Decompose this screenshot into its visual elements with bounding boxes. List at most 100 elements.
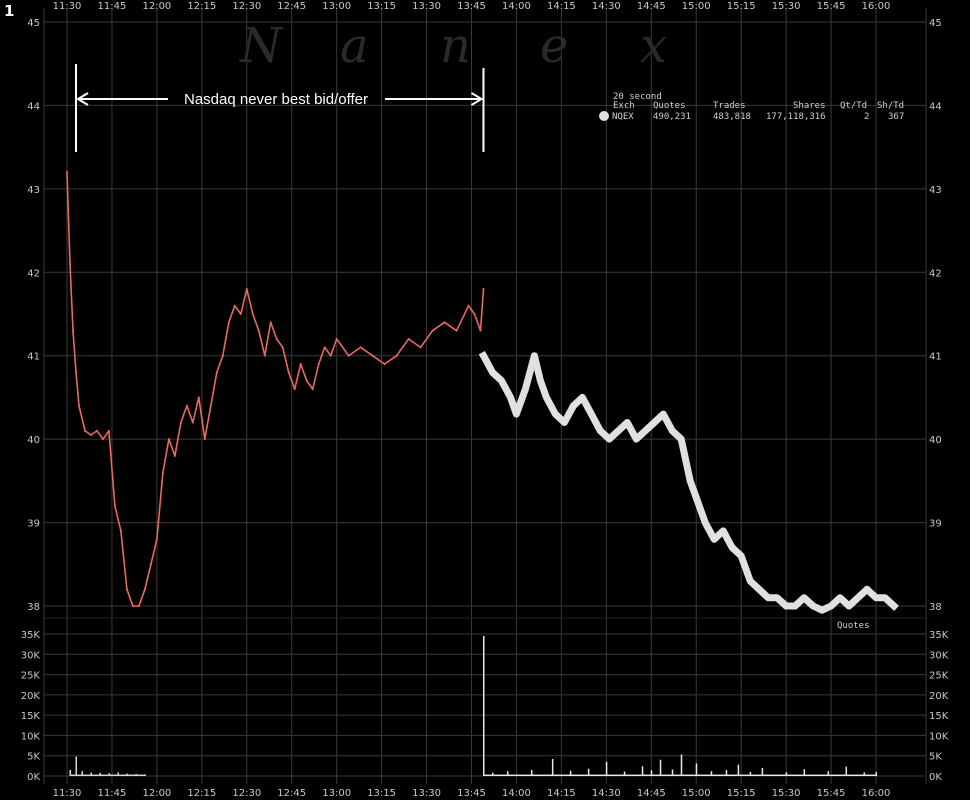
series-point-quotes-23 — [678, 436, 684, 442]
volume-bar-nasdaq_volume-9 — [144, 774, 146, 776]
x-tick-top-8: 13:30 — [412, 1, 441, 12]
volume-bar-nasdaq_volume-7 — [126, 773, 128, 776]
y-tick-left-6: 39 — [27, 519, 40, 530]
series-point-nasdaq-14 — [137, 605, 140, 607]
series-point-nasdaq-59 — [473, 313, 476, 315]
series-point-quotes-31 — [747, 578, 753, 584]
x-tick-bottom-16: 15:30 — [772, 788, 801, 799]
series-line-quotes — [478, 350, 899, 614]
x-tick-top-12: 14:30 — [592, 1, 621, 12]
volume-bar-quotes_volume-21 — [803, 769, 806, 776]
x-tick-bottom-14: 15:00 — [682, 788, 711, 799]
series-point-nasdaq-26 — [209, 404, 212, 407]
series-point-quotes-10 — [561, 419, 567, 425]
annotation: Nasdaq never best bid/offer — [74, 64, 485, 152]
y-tick-left-0: 45 — [27, 18, 40, 29]
y-tick-right-4: 41 — [929, 352, 942, 363]
x-tick-top-18: 16:00 — [862, 1, 891, 12]
info-col-exch: Exch — [613, 101, 635, 111]
series-point-nasdaq-32 — [245, 287, 248, 290]
volume-bar-quotes_volume-9 — [641, 766, 644, 776]
series-layer — [66, 171, 899, 614]
series-point-quotes-15 — [606, 436, 612, 442]
vol-tick-left-0: 35K — [21, 630, 41, 641]
series-point-nasdaq-15 — [143, 588, 146, 591]
series-point-quotes-27 — [711, 536, 717, 542]
x-tick-top-11: 14:15 — [547, 1, 576, 12]
volume-layer — [69, 636, 877, 776]
series-point-nasdaq-34 — [257, 329, 260, 332]
series-point-quotes-2 — [498, 378, 504, 384]
x-tick-top-9: 13:45 — [457, 1, 486, 12]
x-tick-bottom-3: 12:15 — [187, 788, 216, 799]
series-point-nasdaq-16 — [149, 563, 152, 566]
series-point-nasdaq-38 — [281, 346, 284, 349]
x-tick-top-2: 12:00 — [142, 1, 171, 12]
series-point-nasdaq-1 — [68, 262, 71, 265]
vol-tick-right-4: 15K — [929, 711, 949, 722]
series-point-nasdaq-60 — [479, 329, 482, 332]
series-point-nasdaq-36 — [269, 321, 272, 324]
x-tick-bottom-2: 12:00 — [142, 788, 171, 799]
y-tick-right-5: 40 — [929, 435, 942, 446]
volume-bar-quotes_volume-1 — [491, 772, 494, 776]
info-col-sh-td: Sh/Td — [877, 101, 904, 111]
y-tick-right-1: 44 — [929, 101, 942, 112]
series-point-nasdaq-53 — [407, 338, 410, 341]
series-point-quotes-42 — [846, 603, 852, 609]
series-point-quotes-5 — [522, 386, 528, 392]
volume-bar-quotes_volume-6 — [587, 768, 590, 776]
watermark-letter-2: n — [440, 18, 471, 74]
vol-tick-right-0: 35K — [929, 630, 949, 641]
info-col-qt-td: Qt/Td — [840, 101, 867, 111]
volume-bar-quotes_volume-24 — [863, 772, 866, 776]
series-point-nasdaq-43 — [311, 388, 314, 391]
volume-bar-nasdaq_volume-6 — [117, 772, 119, 776]
series-point-quotes-41 — [837, 595, 843, 601]
series-point-nasdaq-25 — [203, 438, 206, 441]
volume-bar-quotes_volume-2 — [506, 771, 509, 776]
series-point-quotes-37 — [801, 595, 807, 601]
series-point-nasdaq-18 — [161, 471, 164, 474]
series-point-quotes-14 — [597, 428, 603, 434]
series-point-quotes-33 — [765, 595, 771, 601]
series-point-nasdaq-41 — [299, 363, 302, 366]
x-tick-bottom-7: 13:15 — [367, 788, 396, 799]
series-point-quotes-0 — [480, 353, 486, 359]
series-point-nasdaq-51 — [383, 363, 386, 366]
series-point-nasdaq-3 — [74, 371, 77, 374]
series-point-quotes-24 — [687, 478, 693, 484]
volume-bar-quotes_volume-14 — [695, 763, 698, 776]
watermark-letter-1: a — [340, 18, 369, 74]
x-tick-top-13: 14:45 — [637, 1, 666, 12]
series-point-nasdaq-55 — [431, 329, 434, 332]
series-point-quotes-47 — [891, 603, 897, 609]
x-tick-bottom-8: 13:30 — [412, 788, 441, 799]
volume-bar-nasdaq_volume-4 — [99, 772, 101, 776]
info-box: 20 second Exch Quotes Trades Shares Qt/T… — [599, 92, 904, 122]
series-point-quotes-7 — [537, 378, 543, 384]
series-point-nasdaq-12 — [125, 588, 128, 591]
x-tick-bottom-0: 11:30 — [53, 788, 82, 799]
annotation-arrowhead-left — [76, 92, 89, 106]
series-point-nasdaq-50 — [371, 354, 374, 357]
volume-bar-quotes_volume-0 — [482, 636, 485, 776]
series-point-quotes-46 — [882, 595, 888, 601]
series-point-nasdaq-5 — [83, 429, 86, 432]
vol-tick-left-7: 0K — [27, 772, 40, 783]
volume-bar-quotes_volume-18 — [749, 771, 752, 776]
vol-tick-right-1: 30K — [929, 650, 949, 661]
volume-bar-nasdaq_volume-0 — [69, 769, 71, 776]
vol-tick-right-2: 25K — [929, 671, 949, 682]
series-point-nasdaq-23 — [191, 421, 194, 424]
volume-bar-quotes_volume-5 — [569, 770, 572, 776]
series-point-quotes-12 — [579, 394, 585, 400]
series-point-quotes-35 — [783, 603, 789, 609]
series-point-nasdaq-46 — [329, 354, 332, 357]
series-point-nasdaq-58 — [467, 304, 470, 307]
series-point-nasdaq-31 — [239, 313, 242, 315]
series-point-quotes-16 — [615, 428, 621, 434]
series-point-nasdaq-0 — [66, 171, 68, 174]
series-point-quotes-21 — [660, 411, 666, 417]
x-tick-top-10: 14:00 — [502, 1, 531, 12]
